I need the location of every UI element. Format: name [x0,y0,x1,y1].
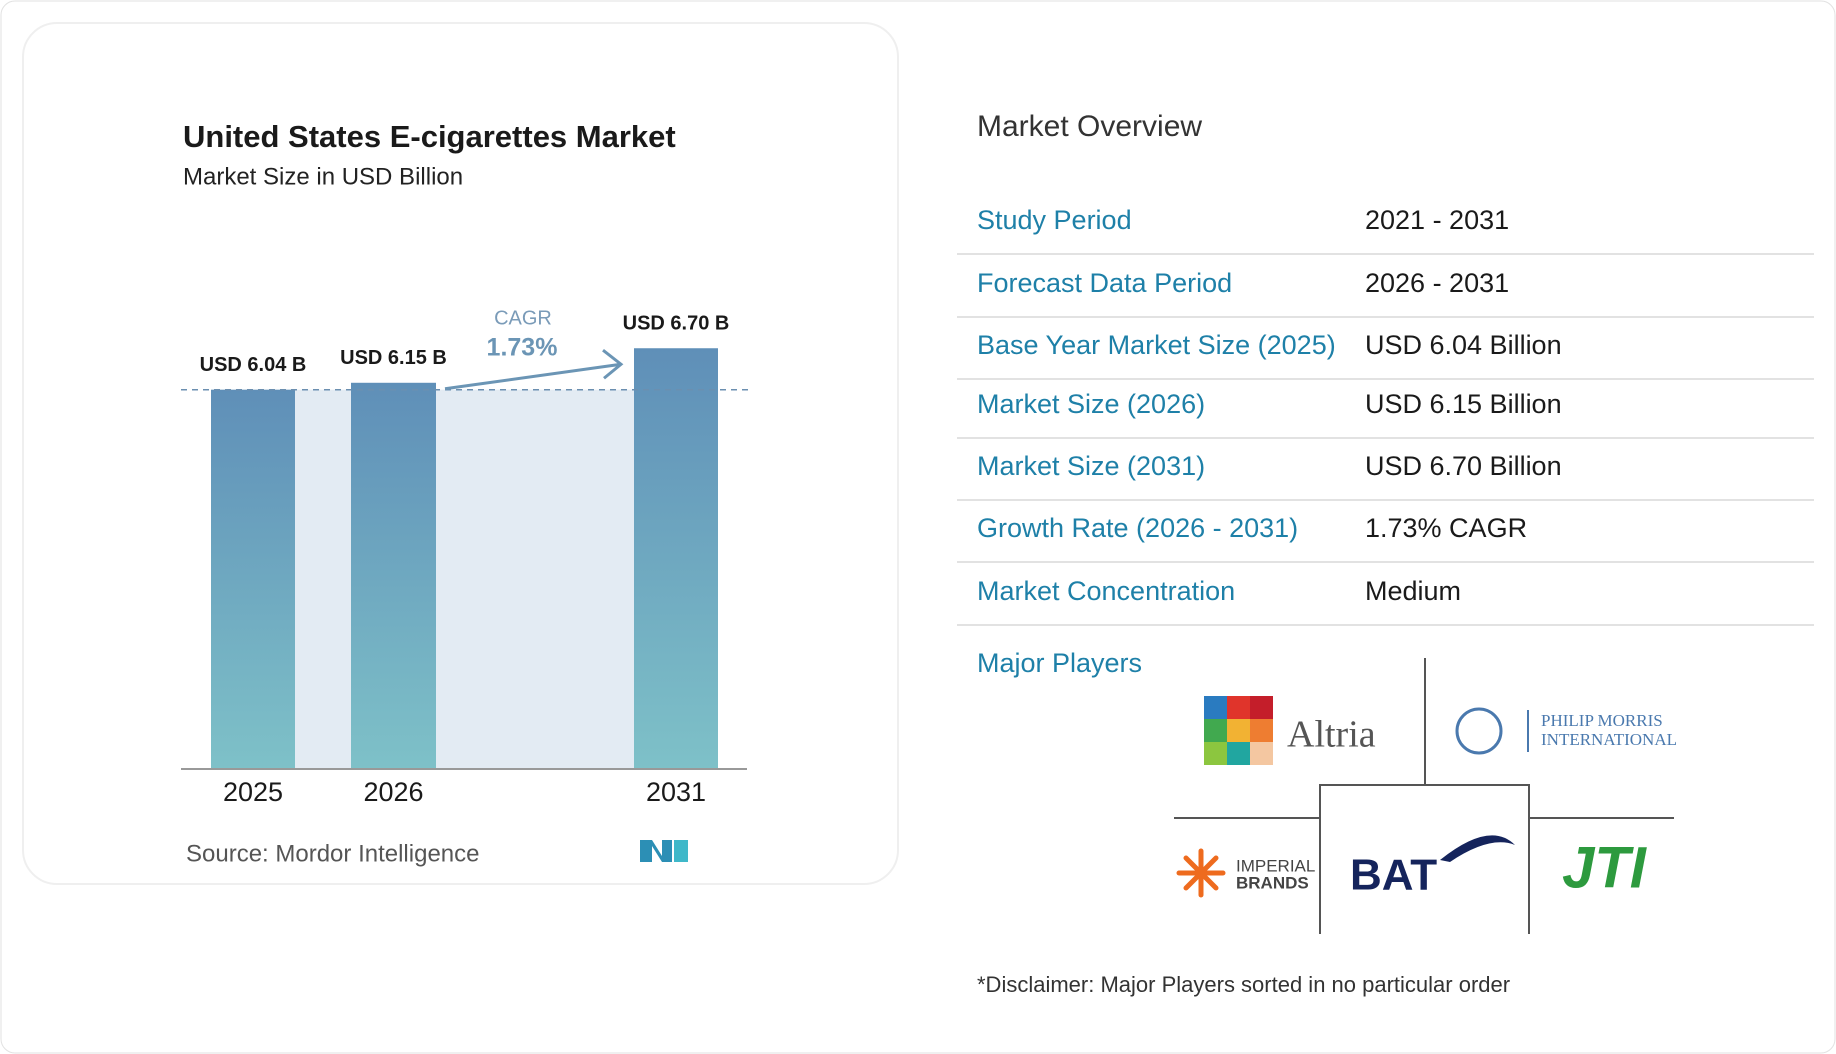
row-label: Study Period [977,205,1132,235]
row-value: USD 6.15 Billion [1365,389,1562,419]
player-logo: JTI [1562,835,1648,900]
player-logo: BRANDS [1236,873,1309,892]
row-label: Market Size (2026) [977,389,1205,419]
row-label: Base Year Market Size (2025) [977,330,1336,360]
disclaimer: *Disclaimer: Major Players sorted in no … [977,972,1510,997]
cagr-arrow [444,349,624,391]
bar [634,348,718,769]
players-grid [1174,658,1674,934]
imperial-sun [1176,848,1226,898]
pmi-emblem [1455,707,1503,755]
row-value: 1.73% CAGR [1365,513,1527,543]
cagr-label: CAGR [494,307,552,329]
player-logo: INTERNATIONAL [1541,730,1677,749]
row-label: Growth Rate (2026 - 2031) [977,513,1298,543]
row-value: 2021 - 2031 [1365,205,1509,235]
row-value: USD 6.70 Billion [1365,451,1562,481]
value-label: USD 6.04 B [200,354,307,376]
players-title: Major Players [977,648,1142,678]
row-value: 2026 - 2031 [1365,268,1509,298]
base-band [211,389,718,769]
player-logo: PHILIP MORRIS [1541,711,1663,730]
chart-subtitle: Market Size in USD Billion [183,163,463,190]
value-label: USD 6.70 B [623,313,730,335]
chart-title: United States E-cigarettes Market [183,119,676,154]
source: Source: Mordor Intelligence [186,840,479,867]
altria-mosaic [1204,696,1273,765]
row-label: Market Concentration [977,576,1235,606]
row-label: Forecast Data Period [977,268,1232,298]
player-logo: IMPERIAL [1236,856,1315,875]
bat-swoosh [1440,835,1515,862]
row-value: Medium [1365,576,1461,606]
bar [351,382,436,769]
player-logo: BAT [1350,851,1437,900]
player-logo: Altria [1287,714,1376,756]
overview-title: Market Overview [977,110,1202,143]
row-value: USD 6.04 Billion [1365,330,1562,360]
bar [211,389,295,769]
cagr-value: 1.73% [487,334,558,362]
x-tick-label: 2031 [646,777,706,807]
brand-logo [640,840,688,862]
row-label: Market Size (2031) [977,451,1205,481]
value-label: USD 6.15 B [340,347,447,369]
x-tick-label: 2025 [223,777,283,807]
x-tick-label: 2026 [363,777,423,807]
